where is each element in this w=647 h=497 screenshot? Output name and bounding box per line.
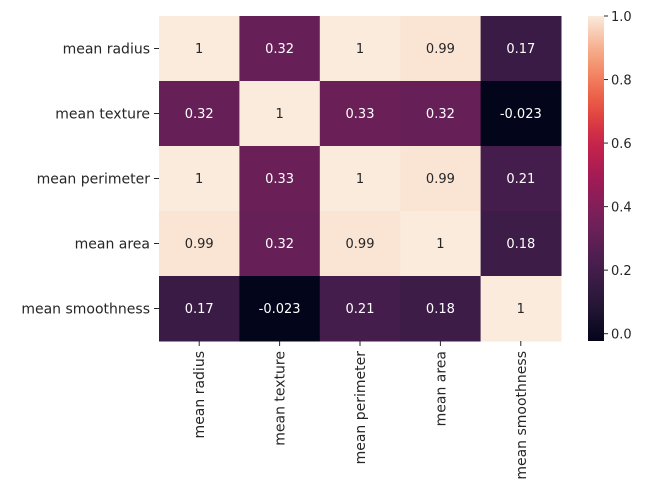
cell-value-label: 1 <box>356 42 364 57</box>
heatmap-cell <box>400 16 482 82</box>
column-label: mean smoothness <box>514 351 530 480</box>
heatmap-cells <box>159 16 562 342</box>
heatmap-cell <box>400 146 482 212</box>
heatmap-cell <box>480 276 562 342</box>
row-label: mean radius <box>63 42 150 58</box>
heatmap-cell <box>159 276 240 342</box>
cell-value-label: 1 <box>195 172 203 187</box>
heatmap-cell <box>319 146 401 212</box>
cell-value-label: 0.17 <box>506 42 535 57</box>
cell-value-label: 1 <box>436 237 444 252</box>
cell-value-label: 0.99 <box>346 237 375 252</box>
cell-value-label: 0.32 <box>265 42 294 57</box>
heatmap-cell <box>480 81 562 147</box>
colorbar-tick-label: 0.8 <box>611 74 632 89</box>
heatmap-cell <box>159 81 240 147</box>
heatmap-cell <box>239 211 321 277</box>
cell-value-label: 0.32 <box>265 237 294 252</box>
heatmap-cell <box>400 81 482 147</box>
colorbar-tick-label: 0.0 <box>611 328 632 343</box>
heatmap-cell <box>319 276 401 342</box>
cell-value-label: 1 <box>195 42 203 57</box>
column-tick-labels: mean radius mean texture mean perimeter mea… <box>192 341 530 480</box>
row-tick-labels: mean radius mean texture mean perimeter mea… <box>21 42 159 318</box>
heatmap-cell <box>239 81 321 147</box>
heatmap-cell <box>319 16 401 82</box>
cell-value-label: 1 <box>517 302 525 317</box>
heatmap-cell <box>480 146 562 212</box>
colorbar-tick-label: 1.0 <box>611 10 632 25</box>
heatmap-cell <box>239 146 321 212</box>
column-label: mean texture <box>273 351 289 446</box>
heatmap-cell <box>480 16 562 82</box>
cell-value-label: 0.32 <box>426 107 455 122</box>
cell-value-label: 1 <box>275 107 283 122</box>
column-label: mean radius <box>192 351 208 438</box>
row-label: mean smoothness <box>21 302 150 318</box>
heatmap-cell <box>159 16 240 82</box>
colorbar-gradient <box>588 16 604 341</box>
cell-value-label: -0.023 <box>259 302 301 317</box>
cell-value-label: 0.18 <box>426 302 455 317</box>
heatmap-cell-labels: 1 0.32 1 0.99 0.17 0.32 1 0.33 0.32 -0.023 1 0.33 1 0… <box>185 42 542 317</box>
cell-value-label: 1 <box>356 172 364 187</box>
cell-value-label: 0.99 <box>426 42 455 57</box>
column-label: mean perimeter <box>353 351 369 465</box>
cell-value-label: 0.21 <box>346 302 375 317</box>
colorbar-tick-label: 0.2 <box>611 264 632 279</box>
row-label: mean area <box>75 237 150 253</box>
row-label: mean texture <box>55 107 150 123</box>
cell-value-label: 0.18 <box>506 237 535 252</box>
colorbar: 0.0 0.2 0.4 0.6 0.8 1.0 <box>588 10 632 343</box>
heatmap-cell <box>159 211 240 277</box>
heatmap-cell <box>239 276 321 342</box>
cell-value-label: 0.99 <box>185 237 214 252</box>
cell-value-label: 0.21 <box>506 172 535 187</box>
heatmap-cell <box>480 211 562 277</box>
cell-value-label: 0.33 <box>265 172 294 187</box>
column-label: mean area <box>433 351 449 426</box>
heatmap-cell <box>239 16 321 82</box>
cell-value-label: -0.023 <box>500 107 542 122</box>
heatmap-cell <box>319 211 401 277</box>
heatmap-cell <box>400 211 482 277</box>
heatmap-cell <box>319 81 401 147</box>
row-label: mean perimeter <box>37 172 151 188</box>
colorbar-tick-label: 0.6 <box>611 137 632 152</box>
heatmap-cell <box>159 146 240 212</box>
heatmap-cell <box>400 276 482 342</box>
cell-value-label: 0.17 <box>185 302 214 317</box>
cell-value-label: 0.99 <box>426 172 455 187</box>
colorbar-tick-label: 0.4 <box>611 201 632 216</box>
cell-value-label: 0.32 <box>185 107 214 122</box>
cell-value-label: 0.33 <box>346 107 375 122</box>
